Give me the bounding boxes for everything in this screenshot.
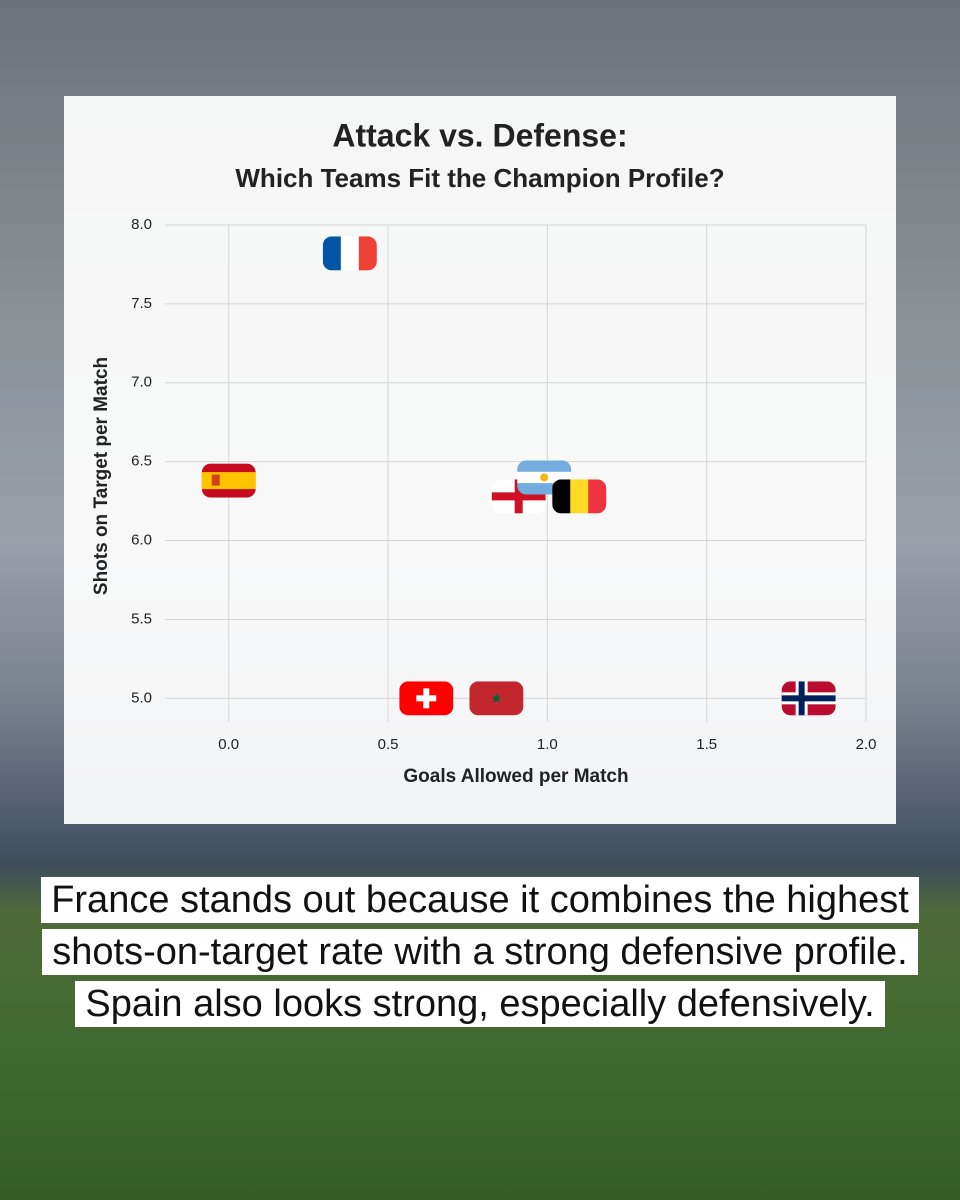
chart-title: Attack vs. Defense: — [332, 117, 627, 153]
flag-part — [491, 693, 502, 703]
flag-marker — [469, 681, 524, 716]
flag-part — [781, 695, 836, 702]
flag-part — [570, 479, 589, 514]
flag-part — [552, 479, 571, 514]
x-tick-label: 2.0 — [856, 736, 877, 753]
flag-body — [201, 463, 256, 498]
flag-part — [211, 474, 220, 486]
x-tick-label: 1.5 — [696, 736, 717, 753]
flag-marker — [322, 236, 377, 271]
y-tick-label: 7.0 — [131, 374, 152, 391]
flag-body — [399, 681, 454, 716]
flag-marker — [517, 460, 572, 495]
x-tick-label: 0.0 — [218, 736, 239, 753]
flag-body — [322, 236, 377, 271]
flag-part — [540, 473, 549, 482]
flag-part — [322, 236, 342, 271]
x-tick-label: 0.5 — [378, 736, 399, 753]
chart-subtitle: Which Teams Fit the Champion Profile? — [235, 163, 724, 193]
flag-part — [201, 472, 256, 490]
y-tick-label: 5.5 — [131, 610, 152, 627]
flag-marker — [781, 681, 836, 716]
caption: France stands out because it combines th… — [40, 874, 920, 1030]
y-tick-label: 8.0 — [131, 216, 152, 233]
flag-part — [517, 460, 572, 473]
x-tick-label: 1.0 — [537, 736, 558, 753]
flag-body — [552, 479, 607, 514]
y-tick-label: 5.0 — [131, 689, 152, 706]
flag-marker — [399, 681, 454, 716]
flag-part — [588, 479, 607, 514]
flag-marker — [201, 463, 256, 498]
flag-part — [491, 492, 546, 501]
flag-marker — [552, 479, 607, 514]
y-axis-label: Shots on Target per Match — [91, 357, 112, 595]
flag-body — [517, 460, 572, 495]
y-tick-label: 6.5 — [131, 453, 152, 470]
flag-part — [517, 483, 572, 495]
x-axis-label: Goals Allowed per Match — [403, 766, 628, 787]
y-tick-label: 7.5 — [131, 295, 152, 312]
flag-part — [340, 236, 360, 271]
flag-body — [469, 681, 524, 716]
caption-text: France stands out because it combines th… — [41, 877, 919, 1027]
flag-part — [416, 695, 437, 702]
y-tick-label: 6.0 — [131, 532, 152, 549]
flag-body — [781, 681, 836, 716]
flag-part — [358, 236, 377, 271]
